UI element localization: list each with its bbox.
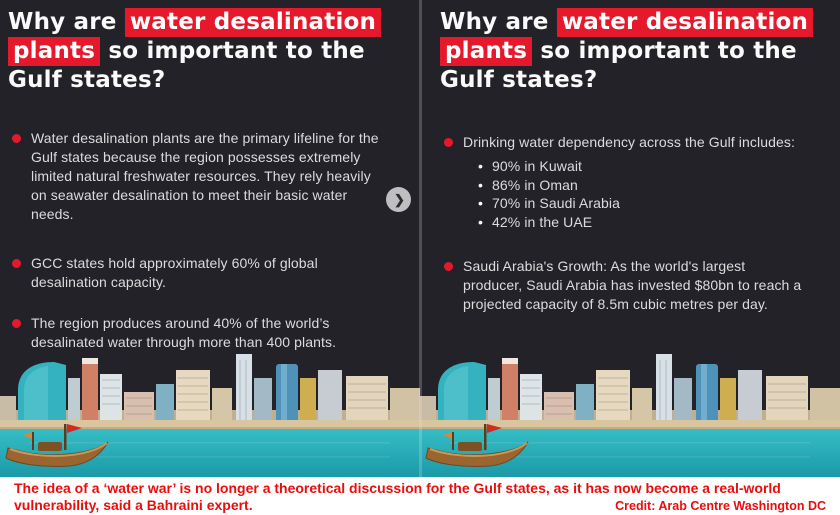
caption-text-line1: The idea of a ‘water war’ is no longer a… — [14, 480, 781, 496]
slide-1-title: Why are water desalination plants so imp… — [8, 8, 414, 95]
bullet-dot-icon — [12, 134, 21, 143]
sub-list-item: • 90% in Kuwait — [478, 158, 583, 174]
slide-2-title: Why are water desalination plants so imp… — [440, 8, 830, 95]
slide-divider — [419, 0, 422, 477]
sub-bullet-dot-icon: • — [478, 176, 484, 193]
caption-text-line2: vulnerability, said a Bahraini expert. — [14, 497, 253, 513]
bullet-dot-icon — [12, 319, 21, 328]
bullet-text: Saudi Arabia's Growth: As the world's la… — [463, 258, 802, 312]
dependency-sub-list: • 90% in Kuwait • 86% in Oman • 70% in Saud… — [478, 157, 795, 231]
bullet-dot-icon — [444, 138, 453, 147]
red-highlight: water desalination — [556, 8, 814, 37]
bullet-text: The region produces around 40% of the wo… — [31, 315, 337, 350]
city-skyline-photo — [420, 353, 840, 477]
city-skyline-photo — [0, 353, 420, 477]
next-slide-button[interactable]: ❯ — [386, 187, 411, 212]
photo-credit: Credit: Arab Centre Washington DC — [615, 499, 826, 513]
bullet-text: Water desalination plants are the primar… — [31, 130, 379, 222]
sub-list-item: • 42% in the UAE — [478, 213, 593, 230]
bullet-text: GCC states hold approximately 60% of glo… — [31, 255, 318, 290]
sub-list-item: • 86% in Oman — [478, 176, 578, 193]
sub-bullet-dot-icon: • — [478, 195, 484, 211]
slide-2: Why are water desalination plants so imp… — [420, 0, 840, 477]
bullet-item: Saudi Arabia's Growth: As the world's la… — [440, 257, 830, 314]
red-highlight: water desalination — [124, 8, 382, 37]
red-highlight: plants — [8, 37, 101, 66]
bullet-item: Water desalination plants are the primar… — [8, 129, 414, 224]
chevron-right-icon: ❯ — [394, 192, 405, 207]
sub-bullet-dot-icon: • — [478, 213, 484, 230]
slide-1: Why are water desalination plants so imp… — [0, 0, 420, 477]
bullet-text: Drinking water dependency across the Gul… — [463, 134, 795, 150]
bullet-item: GCC states hold approximately 60% of glo… — [8, 254, 414, 292]
bullet-dot-icon — [444, 262, 453, 271]
sub-list-item: • 70% in Saudi Arabia — [478, 195, 621, 211]
slide-carousel: Why are water desalination plants so imp… — [0, 0, 840, 477]
red-highlight: plants — [440, 37, 533, 66]
bullet-dot-icon — [12, 259, 21, 268]
bullet-item: Drinking water dependency across the Gul… — [440, 133, 830, 231]
bullet-item: The region produces around 40% of the wo… — [8, 314, 414, 352]
caption-bar: The idea of a ‘water war’ is no longer a… — [0, 477, 840, 515]
sub-bullet-dot-icon: • — [478, 158, 484, 174]
